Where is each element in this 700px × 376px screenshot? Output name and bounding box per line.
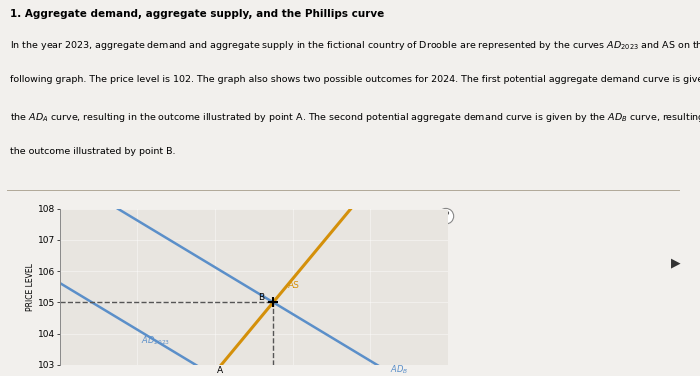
Text: $AD_{B}$: $AD_{B}$: [390, 364, 408, 376]
Text: the outcome illustrated by point B.: the outcome illustrated by point B.: [10, 147, 176, 156]
Text: $AD_{2023}$: $AD_{2023}$: [141, 334, 170, 347]
Text: In the year 2023, aggregate demand and aggregate supply in the fictional country: In the year 2023, aggregate demand and a…: [10, 39, 700, 53]
Text: ▶: ▶: [671, 257, 680, 270]
Text: ?: ?: [443, 211, 449, 221]
Text: A: A: [216, 366, 223, 375]
Text: following graph. The price level is 102. The graph also shows two possible outco: following graph. The price level is 102.…: [10, 75, 700, 84]
Text: 1. Aggregate demand, aggregate supply, and the Phillips curve: 1. Aggregate demand, aggregate supply, a…: [10, 9, 385, 20]
Y-axis label: PRICE LEVEL: PRICE LEVEL: [27, 263, 35, 311]
Text: B: B: [258, 293, 264, 302]
Text: the $AD_A$ curve, resulting in the outcome illustrated by point A. The second po: the $AD_A$ curve, resulting in the outco…: [10, 111, 700, 124]
Text: AS: AS: [288, 281, 300, 290]
